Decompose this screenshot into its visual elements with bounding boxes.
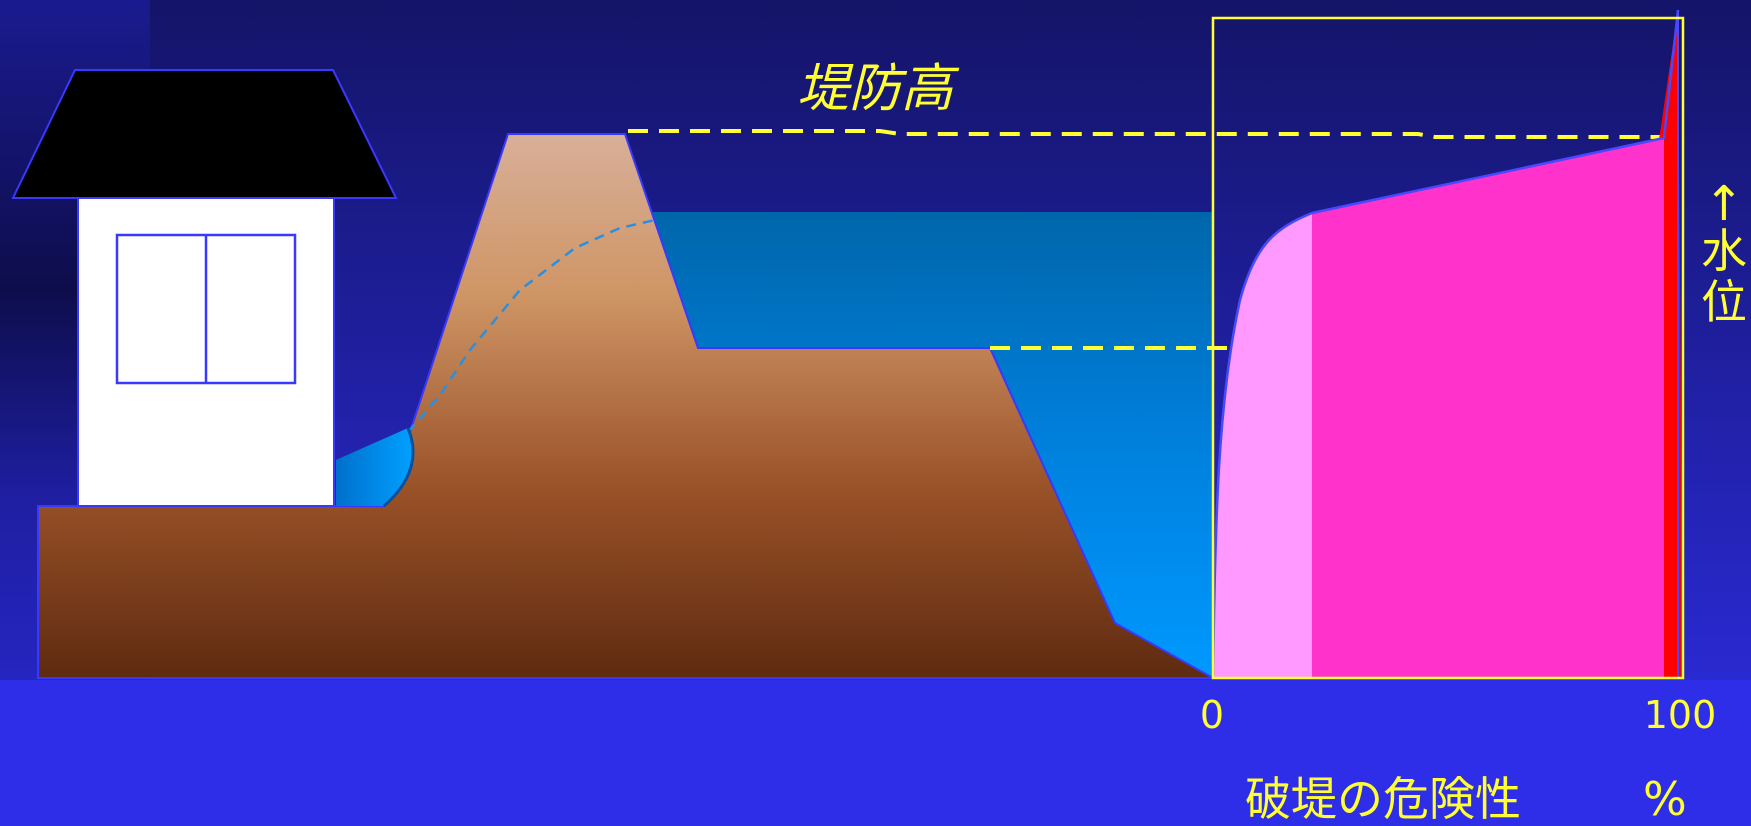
seepage-outflow xyxy=(336,428,413,506)
y-axis-title-1: 水 xyxy=(1701,224,1747,278)
x-axis-unit: % xyxy=(1643,772,1687,826)
risk-curve xyxy=(1211,9,1680,679)
x-axis-title: 破堤の危険性 xyxy=(1245,772,1521,826)
seepage-outflow-edge xyxy=(383,427,415,508)
x-tick-0: 0 xyxy=(1200,693,1224,737)
river-water xyxy=(650,212,1213,678)
y-arrow-icon: ↑ xyxy=(1704,176,1744,232)
risk-chart-frame xyxy=(1211,16,1685,680)
risk-band-low xyxy=(1213,213,1312,678)
risk-chart xyxy=(1211,9,1685,680)
y-axis-title-2: 位 xyxy=(1701,275,1747,329)
levee-height-label: 堤防高 xyxy=(797,59,960,119)
levee-height-line xyxy=(628,129,1665,139)
x-tick-100: 100 xyxy=(1644,693,1717,737)
risk-band-mid xyxy=(1312,138,1664,678)
house-roof xyxy=(11,69,398,199)
background-lower-band xyxy=(0,680,1751,826)
